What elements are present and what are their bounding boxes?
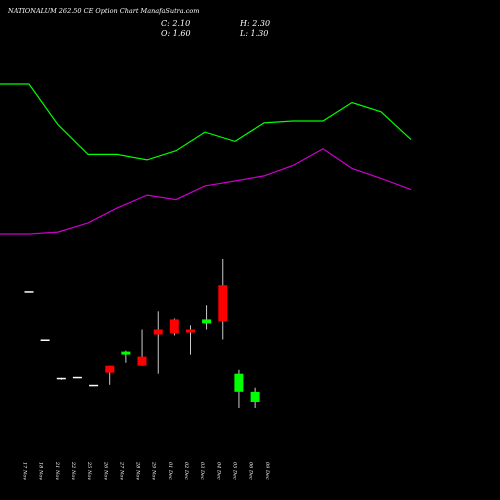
x-tick-label: 03 Dec bbox=[199, 462, 205, 480]
x-tick-label: 04 Dec bbox=[215, 462, 221, 480]
candle bbox=[24, 291, 34, 293]
x-tick-label: 27 Nov bbox=[118, 461, 124, 480]
x-tick-label: 05 Dec bbox=[231, 462, 237, 480]
x-tick-label: 28 Nov bbox=[135, 461, 141, 480]
open-value: O: 1.60 bbox=[161, 29, 191, 38]
chart-title: NATIONALUM 262.50 CE Option Chart Manafa… bbox=[8, 7, 200, 15]
candle-body bbox=[186, 329, 195, 333]
candle bbox=[153, 311, 163, 374]
candle-body bbox=[72, 376, 82, 379]
candle bbox=[169, 318, 179, 336]
x-tick-label: 01 Dec bbox=[167, 462, 173, 480]
candle bbox=[250, 387, 260, 408]
candle bbox=[218, 259, 228, 340]
candle-body bbox=[169, 319, 179, 334]
x-tick-label: 29 Nov bbox=[151, 461, 157, 480]
x-tick-label: 17 Nov bbox=[22, 462, 28, 480]
candle bbox=[137, 329, 147, 366]
x-tick-label: 26 Nov bbox=[102, 461, 108, 480]
candle bbox=[89, 384, 99, 387]
candle bbox=[234, 369, 244, 408]
candle bbox=[186, 325, 195, 355]
candle-body bbox=[202, 319, 212, 324]
candle-body bbox=[218, 285, 228, 322]
x-tick-label: 21 Nov bbox=[54, 461, 60, 480]
candle-body bbox=[89, 384, 99, 387]
candle bbox=[202, 305, 212, 330]
x-tick-label: 18 Nov bbox=[38, 462, 44, 480]
candle bbox=[40, 339, 50, 341]
lower-band-line bbox=[0, 148, 412, 235]
candle-body bbox=[105, 365, 115, 373]
candle bbox=[121, 350, 131, 363]
x-tick-label: 06 Dec bbox=[248, 462, 254, 480]
candle-body bbox=[121, 351, 131, 355]
low-value: L: 1.30 bbox=[240, 29, 269, 38]
candle-body bbox=[153, 329, 163, 335]
candle bbox=[105, 365, 115, 385]
candle-body bbox=[137, 356, 147, 366]
close-value: C: 2.10 bbox=[161, 19, 191, 28]
x-tick-label: 02 Dec bbox=[183, 462, 189, 480]
candle bbox=[72, 376, 82, 379]
x-tick-label: 09 Dec bbox=[264, 462, 270, 480]
candle-body bbox=[56, 377, 66, 380]
upper-band-line bbox=[0, 83, 412, 161]
candle-body bbox=[24, 291, 34, 293]
candle-body bbox=[40, 339, 50, 341]
x-tick-label: 25 Nov bbox=[86, 461, 92, 480]
candle-body bbox=[234, 373, 244, 392]
candle bbox=[56, 377, 66, 380]
x-tick-label: 22 Nov bbox=[70, 461, 76, 480]
high-value: H: 2.30 bbox=[240, 19, 271, 28]
candle-body bbox=[250, 391, 260, 402]
